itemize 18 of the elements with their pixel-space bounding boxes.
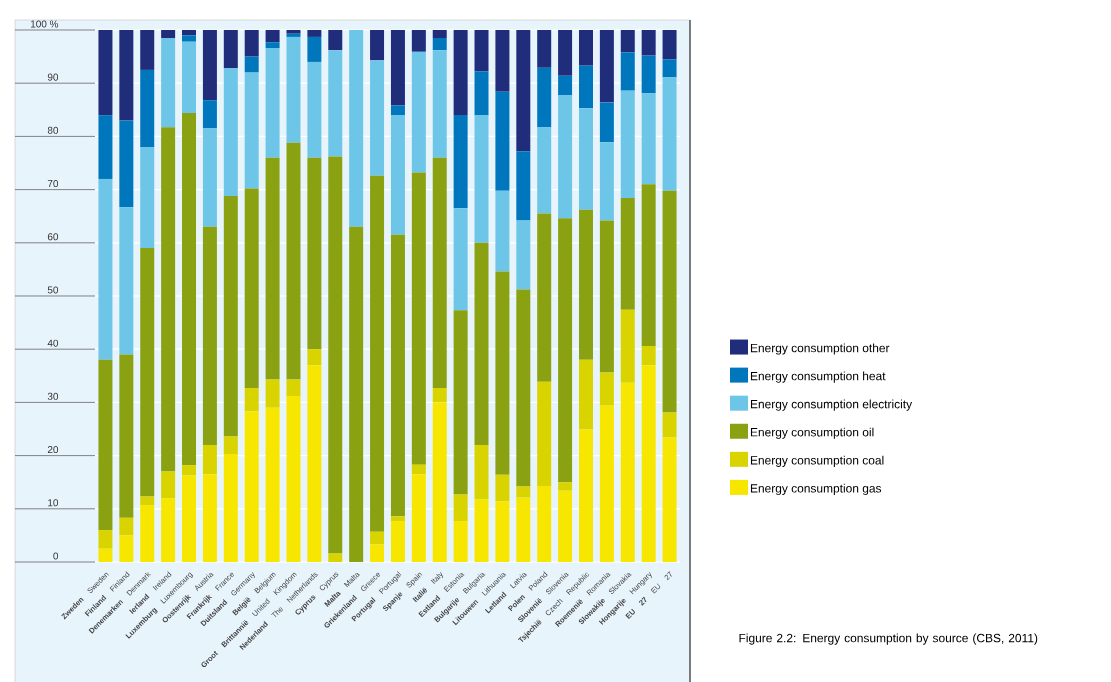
y-tick-label: 90 [47, 73, 59, 81]
legend-label: Energy consumption oil [750, 427, 874, 439]
y-tick-label: 10 [48, 499, 59, 507]
y-tick-label: 20 [47, 446, 59, 454]
legend-label: Energy consumption gas [750, 483, 882, 495]
y-tick-label: 60 [47, 233, 59, 241]
legend-label: Energy consumption coal [750, 455, 884, 467]
y-tick-label: 0 [53, 552, 59, 560]
y-tick-label: 100 % [30, 20, 59, 28]
caption: Figure 2.2: Energy consumption by source (CBS, 2011) [739, 633, 1038, 645]
legend-label: Energy consumption heat [750, 371, 886, 383]
legend-label: Energy consumption other [750, 343, 890, 355]
y-tick-label: 40 [47, 339, 59, 347]
y-tick-label: 80 [47, 126, 59, 134]
legend-label: Energy consumption electricity [750, 399, 913, 411]
y-tick-label: 70 [47, 180, 59, 188]
y-tick-label: 50 [47, 286, 59, 294]
y-tick-label: 30 [47, 392, 59, 400]
